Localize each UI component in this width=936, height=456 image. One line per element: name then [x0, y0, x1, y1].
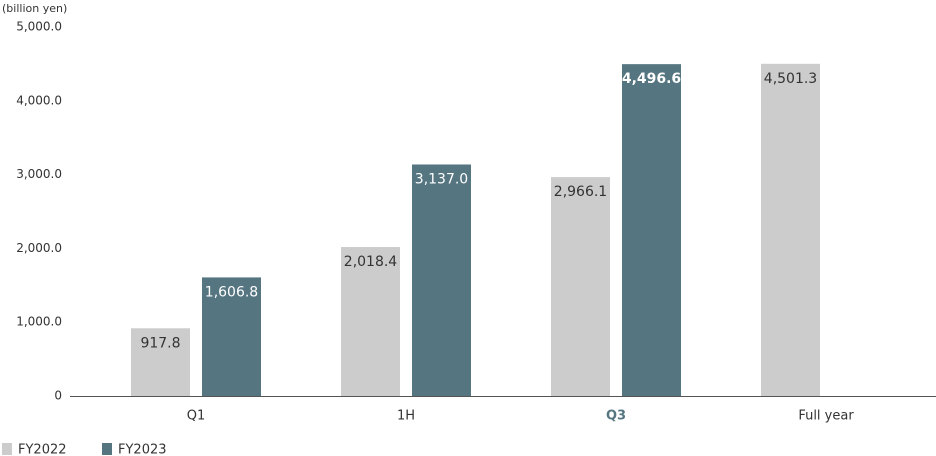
y-tick-label: 0: [54, 389, 62, 403]
bar: [412, 164, 471, 396]
value-label: 917.8: [140, 335, 180, 351]
bar: [341, 247, 400, 396]
y-tick-label: 1,000.0: [16, 315, 62, 329]
x-tick-label: Q3: [606, 409, 626, 424]
x-tick-label: Full year: [798, 409, 854, 424]
bar: [131, 328, 190, 396]
bar: [551, 177, 610, 396]
bar: [761, 63, 820, 397]
value-label: 1,606.8: [205, 284, 258, 300]
legend-label: FY2022: [18, 443, 67, 456]
y-axis-label: (billion yen): [2, 2, 67, 15]
bar: [202, 277, 261, 396]
value-label: 2,966.1: [554, 184, 607, 200]
y-tick-label: 2,000.0: [16, 241, 62, 255]
value-label: 3,137.0: [415, 171, 468, 187]
value-label: 4,501.3: [764, 71, 817, 87]
bar: [622, 64, 681, 397]
x-tick-label: Q1: [187, 409, 206, 424]
x-tick-label: 1H: [397, 409, 415, 424]
legend-label: FY2023: [118, 443, 167, 456]
y-tick-label: 3,000.0: [16, 167, 62, 181]
legend-swatch: [102, 443, 112, 455]
value-label: 4,496.6: [622, 71, 681, 87]
legend-swatch: [2, 443, 12, 455]
y-tick-label: 4,000.0: [16, 93, 62, 107]
value-label: 2,018.4: [344, 254, 398, 270]
y-tick-label: 5,000.0: [16, 20, 62, 34]
